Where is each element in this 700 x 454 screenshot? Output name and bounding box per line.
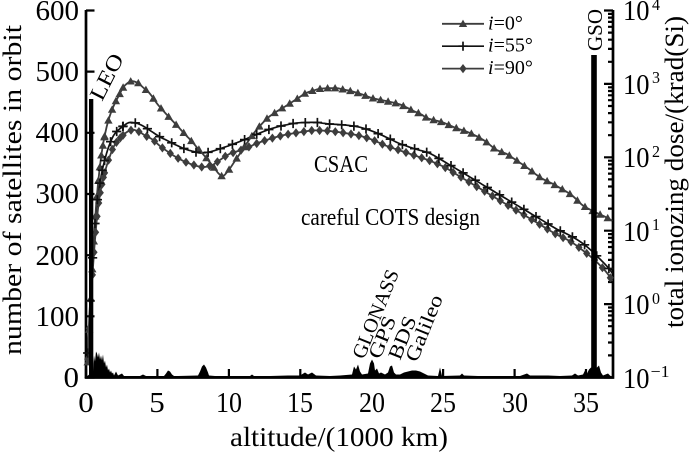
svg-text:35: 35 [573,387,599,419]
svg-text:CSAC: CSAC [314,152,368,178]
svg-text:i=55°: i=55° [488,35,533,57]
svg-text:−1: −1 [651,362,670,381]
svg-text:4: 4 [652,0,660,14]
svg-text:30: 30 [502,387,528,419]
svg-text:500: 500 [36,56,80,88]
svg-text:total ionozing dose/(krad(Si): total ionozing dose/(krad(Si) [660,16,689,328]
svg-text:careful COTS design: careful COTS design [301,205,480,231]
svg-text:altitude/(1000 km): altitude/(1000 km) [230,422,448,452]
svg-text:10: 10 [623,142,650,174]
svg-text:10: 10 [623,363,650,395]
svg-text:200: 200 [36,240,80,272]
svg-text:400: 400 [36,117,80,149]
svg-text:10: 10 [623,69,650,101]
svg-text:number of satellites in orbit: number of satellites in orbit [0,24,27,355]
svg-text:100: 100 [36,301,80,333]
svg-text:5: 5 [149,387,165,419]
svg-text:0: 0 [78,387,94,419]
svg-text:10: 10 [623,289,650,321]
svg-text:i=0°: i=0° [488,13,523,35]
svg-text:300: 300 [36,178,80,210]
svg-text:0: 0 [652,289,660,308]
svg-text:2: 2 [652,142,660,161]
svg-text:i=90°: i=90° [488,57,533,79]
svg-text:10: 10 [623,0,650,27]
svg-text:20: 20 [359,387,385,419]
svg-text:10: 10 [216,387,242,419]
svg-text:3: 3 [652,68,660,87]
svg-text:600: 600 [36,0,80,27]
svg-text:25: 25 [430,387,456,419]
svg-text:1: 1 [652,215,660,234]
svg-text:15: 15 [287,387,313,419]
svg-text:10: 10 [623,216,650,248]
svg-text:0: 0 [64,362,80,394]
svg-text:GSO: GSO [583,9,607,51]
